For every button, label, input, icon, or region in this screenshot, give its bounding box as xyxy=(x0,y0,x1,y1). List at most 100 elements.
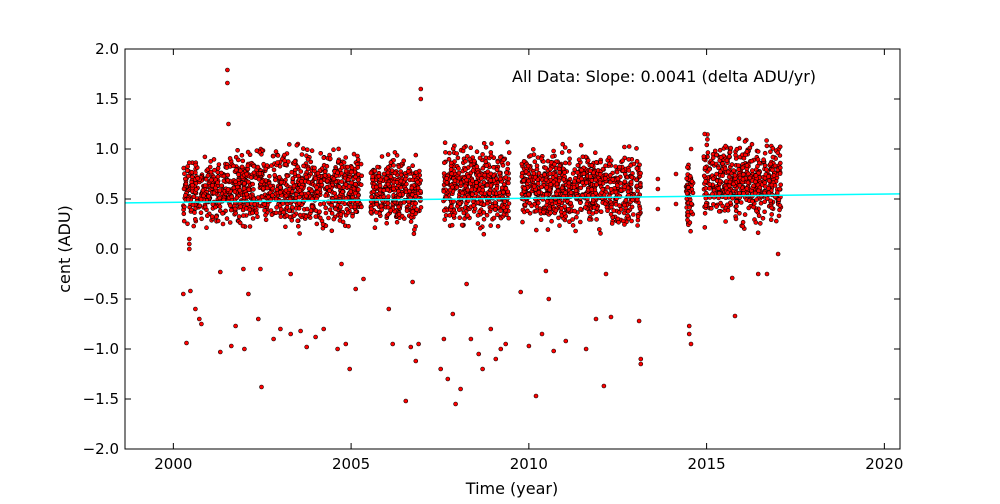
data-point xyxy=(605,184,610,190)
data-point xyxy=(349,169,354,175)
data-point xyxy=(358,161,364,167)
data-point xyxy=(401,158,407,164)
data-point xyxy=(391,186,396,192)
data-point xyxy=(623,197,629,203)
data-point xyxy=(460,190,465,196)
data-point xyxy=(765,196,770,201)
data-point xyxy=(343,155,349,160)
data-point xyxy=(256,177,262,182)
data-point xyxy=(762,199,768,204)
data-point xyxy=(535,181,541,186)
data-point xyxy=(634,159,640,164)
data-point xyxy=(246,179,251,185)
data-point xyxy=(547,171,553,176)
data-point xyxy=(215,218,221,224)
y-tick-label: 0.0 xyxy=(95,240,119,258)
data-point xyxy=(373,217,379,223)
data-point xyxy=(322,173,328,178)
data-point xyxy=(635,188,640,194)
data-point xyxy=(278,206,284,212)
data-point xyxy=(686,323,692,329)
data-point xyxy=(574,214,579,220)
data-point xyxy=(551,179,557,185)
y-tick-label: −0.5 xyxy=(83,290,119,308)
data-point xyxy=(575,163,581,168)
data-point xyxy=(547,206,552,212)
data-point xyxy=(772,183,778,188)
data-point xyxy=(331,216,337,222)
data-point xyxy=(277,174,282,180)
y-tick-label: 0.5 xyxy=(95,190,119,208)
data-point xyxy=(259,179,265,184)
data-point xyxy=(466,174,471,179)
data-point xyxy=(535,200,541,206)
data-point xyxy=(244,171,249,177)
data-point xyxy=(775,251,781,257)
data-point xyxy=(418,86,424,92)
data-point xyxy=(304,206,310,212)
data-point xyxy=(541,209,546,215)
data-point xyxy=(637,162,642,168)
data-point xyxy=(456,207,462,213)
data-point xyxy=(182,171,187,176)
data-point xyxy=(236,214,242,219)
data-point xyxy=(274,205,279,210)
data-point xyxy=(293,192,299,197)
data-point xyxy=(777,171,783,176)
data-point xyxy=(283,162,289,167)
data-point xyxy=(707,186,712,191)
data-point xyxy=(289,218,295,223)
data-point xyxy=(264,163,270,168)
data-point xyxy=(250,216,256,221)
data-point xyxy=(381,194,387,200)
data-point xyxy=(763,167,769,172)
data-point xyxy=(182,204,187,210)
data-point xyxy=(218,349,223,355)
data-point xyxy=(206,194,211,199)
data-point xyxy=(306,186,312,192)
data-point xyxy=(559,185,565,191)
data-point xyxy=(447,187,453,193)
data-point xyxy=(324,185,330,190)
data-point xyxy=(607,161,612,167)
data-point xyxy=(725,190,731,195)
data-point xyxy=(410,279,415,285)
data-point xyxy=(655,186,661,192)
x-tick-label: 2020 xyxy=(865,455,903,473)
data-point xyxy=(562,145,568,150)
data-point xyxy=(539,331,545,337)
data-point xyxy=(225,178,231,183)
x-axis-label: Time (year) xyxy=(465,479,558,498)
data-point xyxy=(498,346,504,352)
data-point xyxy=(228,207,234,213)
data-point xyxy=(405,169,411,174)
data-point xyxy=(686,331,692,337)
data-point xyxy=(379,154,385,159)
data-point xyxy=(549,218,554,224)
data-point xyxy=(351,151,357,157)
data-point xyxy=(686,185,691,190)
data-point xyxy=(556,215,561,221)
data-point xyxy=(608,204,614,210)
data-point xyxy=(573,188,579,193)
data-point xyxy=(480,366,485,372)
data-point xyxy=(339,179,345,184)
data-point xyxy=(381,188,387,193)
data-point xyxy=(544,185,550,190)
data-point xyxy=(217,195,222,201)
data-point xyxy=(718,155,724,160)
data-point xyxy=(570,171,576,176)
data-point xyxy=(773,218,779,224)
data-point xyxy=(563,160,568,166)
data-point xyxy=(270,153,276,159)
data-point xyxy=(385,212,391,217)
data-point xyxy=(275,160,280,165)
data-point xyxy=(329,228,335,234)
data-point xyxy=(271,167,277,173)
data-point xyxy=(413,358,419,364)
data-point xyxy=(370,174,375,179)
data-point xyxy=(634,183,640,189)
data-point xyxy=(314,185,319,190)
data-point xyxy=(769,205,775,211)
data-point xyxy=(689,201,694,206)
